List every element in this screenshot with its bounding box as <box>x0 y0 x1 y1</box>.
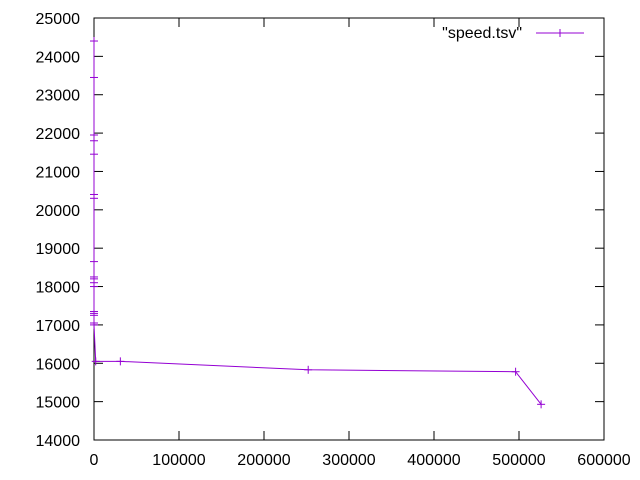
x-tick-label: 300000 <box>322 452 375 469</box>
legend: "speed.tsv" <box>442 25 584 42</box>
x-tick-label: 600000 <box>577 452 630 469</box>
y-tick-label: 16000 <box>36 356 81 373</box>
data-point <box>511 367 520 376</box>
data-point <box>116 357 125 366</box>
y-tick-label: 22000 <box>36 126 81 143</box>
y-tick-label: 14000 <box>36 433 81 450</box>
y-tick-label: 20000 <box>36 203 81 220</box>
x-tick-label: 200000 <box>237 452 290 469</box>
y-tick-label: 18000 <box>36 280 81 297</box>
series-layer <box>90 37 546 409</box>
y-tick-label: 19000 <box>36 241 81 258</box>
y-tick-label: 24000 <box>36 49 81 66</box>
data-point <box>304 365 313 374</box>
data-point <box>90 282 98 291</box>
x-tick-label: 0 <box>90 452 99 469</box>
y-tick-label: 15000 <box>36 395 81 412</box>
y-tick-label: 17000 <box>36 318 81 335</box>
data-point <box>90 73 98 82</box>
x-tick-label: 500000 <box>492 452 545 469</box>
y-axis: 14000 15000 16000 17000 18000 19000 20000 21000… <box>36 11 604 450</box>
data-point <box>90 37 98 46</box>
y-tick-label: 21000 <box>36 164 81 181</box>
data-point <box>90 320 98 329</box>
legend-label: "speed.tsv" <box>442 25 522 42</box>
data-point <box>90 194 98 203</box>
x-tick-label: 400000 <box>407 452 460 469</box>
data-point <box>90 257 98 266</box>
data-point <box>537 400 546 409</box>
x-axis: 0 100000 200000 300000 400000 500000 600000 <box>90 18 631 469</box>
data-point <box>90 150 98 159</box>
x-tick-label: 100000 <box>152 452 205 469</box>
data-point <box>90 136 98 145</box>
data-point <box>90 311 98 320</box>
data-point <box>91 357 100 366</box>
y-tick-label: 23000 <box>36 88 81 105</box>
y-tick-label: 25000 <box>36 11 81 28</box>
